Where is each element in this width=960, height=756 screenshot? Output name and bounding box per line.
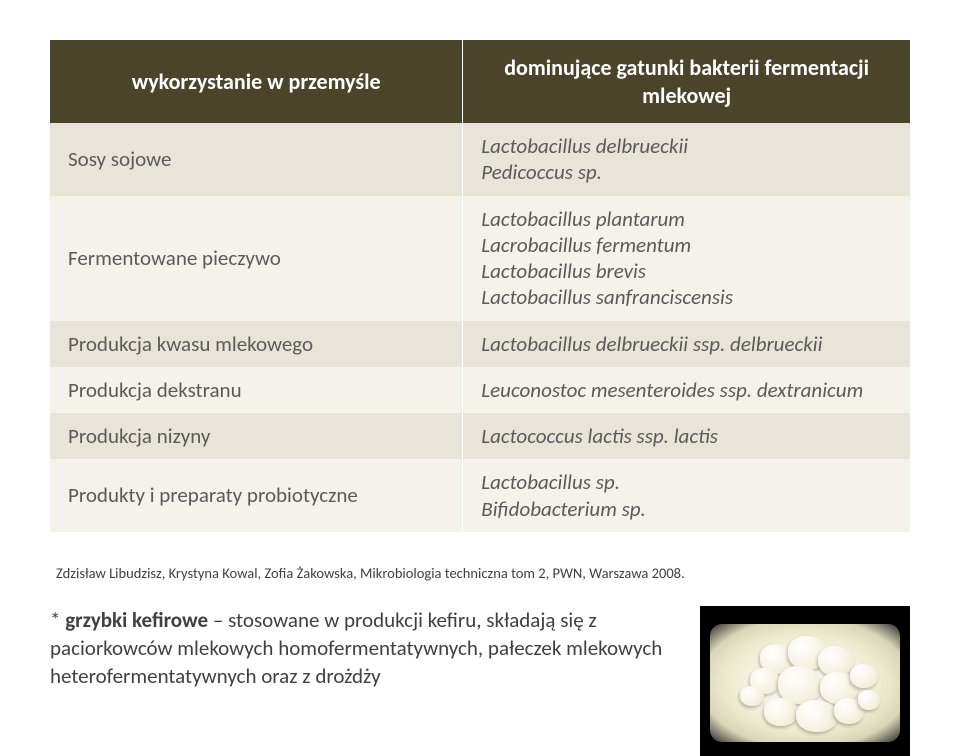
table-row: Produkcja kwasu mlekowegoLactobacillus d… bbox=[50, 321, 910, 367]
cell-species: Lactobacillus delbrueckii ssp. delbrueck… bbox=[463, 321, 910, 367]
kefir-grain bbox=[850, 664, 878, 688]
col-header-use: wykorzystanie w przemyśle bbox=[50, 40, 463, 123]
cell-species: Lactobacillus plantarum Lacrobacillus fe… bbox=[463, 196, 910, 321]
table-row: Produkty i preparaty probiotyczneLactoba… bbox=[50, 459, 910, 532]
cell-use: Produkty i preparaty probiotyczne bbox=[50, 459, 463, 532]
footnote-star: * bbox=[50, 607, 60, 633]
bacteria-table: wykorzystanie w przemyśle dominujące gat… bbox=[50, 40, 910, 532]
cell-species: Leuconostoc mesenteroides ssp. dextranic… bbox=[463, 367, 910, 413]
table-row: Produkcja dekstranuLeuconostoc mesentero… bbox=[50, 367, 910, 413]
table-row: Produkcja nizynyLactococcus lactis ssp. … bbox=[50, 413, 910, 459]
cell-use: Fermentowane pieczywo bbox=[50, 196, 463, 321]
table-row: Fermentowane pieczywoLactobacillus plant… bbox=[50, 196, 910, 321]
cell-species: Lactococcus lactis ssp. lactis bbox=[463, 413, 910, 459]
footnote-row: * grzybki kefirowe – stosowane w produkc… bbox=[50, 606, 910, 756]
cell-species: Lactobacillus sp. Bifidobacterium sp. bbox=[463, 459, 910, 532]
cell-use: Produkcja nizyny bbox=[50, 413, 463, 459]
kefir-grain bbox=[796, 700, 838, 732]
table-row: Sosy sojoweLactobacillus delbrueckii Ped… bbox=[50, 123, 910, 196]
cell-use: Produkcja kwasu mlekowego bbox=[50, 321, 463, 367]
cell-use: Sosy sojowe bbox=[50, 123, 463, 196]
table-header-row: wykorzystanie w przemyśle dominujące gat… bbox=[50, 40, 910, 123]
kefir-grain bbox=[764, 698, 798, 726]
kefir-grain bbox=[858, 690, 880, 710]
slide: wykorzystanie w przemyśle dominujące gat… bbox=[0, 0, 960, 720]
cell-species: Lactobacillus delbrueckii Pedicoccus sp. bbox=[463, 123, 910, 196]
cell-use: Produkcja dekstranu bbox=[50, 367, 463, 413]
col-header-species: dominujące gatunki bakterii fermentacji … bbox=[463, 40, 910, 123]
table-body: Sosy sojoweLactobacillus delbrueckii Ped… bbox=[50, 123, 910, 532]
citation: Zdzisław Libudzisz, Krystyna Kowal, Zofi… bbox=[56, 564, 910, 582]
kefir-grains-image bbox=[700, 606, 910, 756]
footnote-text: * grzybki kefirowe – stosowane w produkc… bbox=[50, 606, 672, 691]
footnote-bold: grzybki kefirowe bbox=[65, 607, 208, 633]
kefir-grain bbox=[740, 686, 764, 706]
